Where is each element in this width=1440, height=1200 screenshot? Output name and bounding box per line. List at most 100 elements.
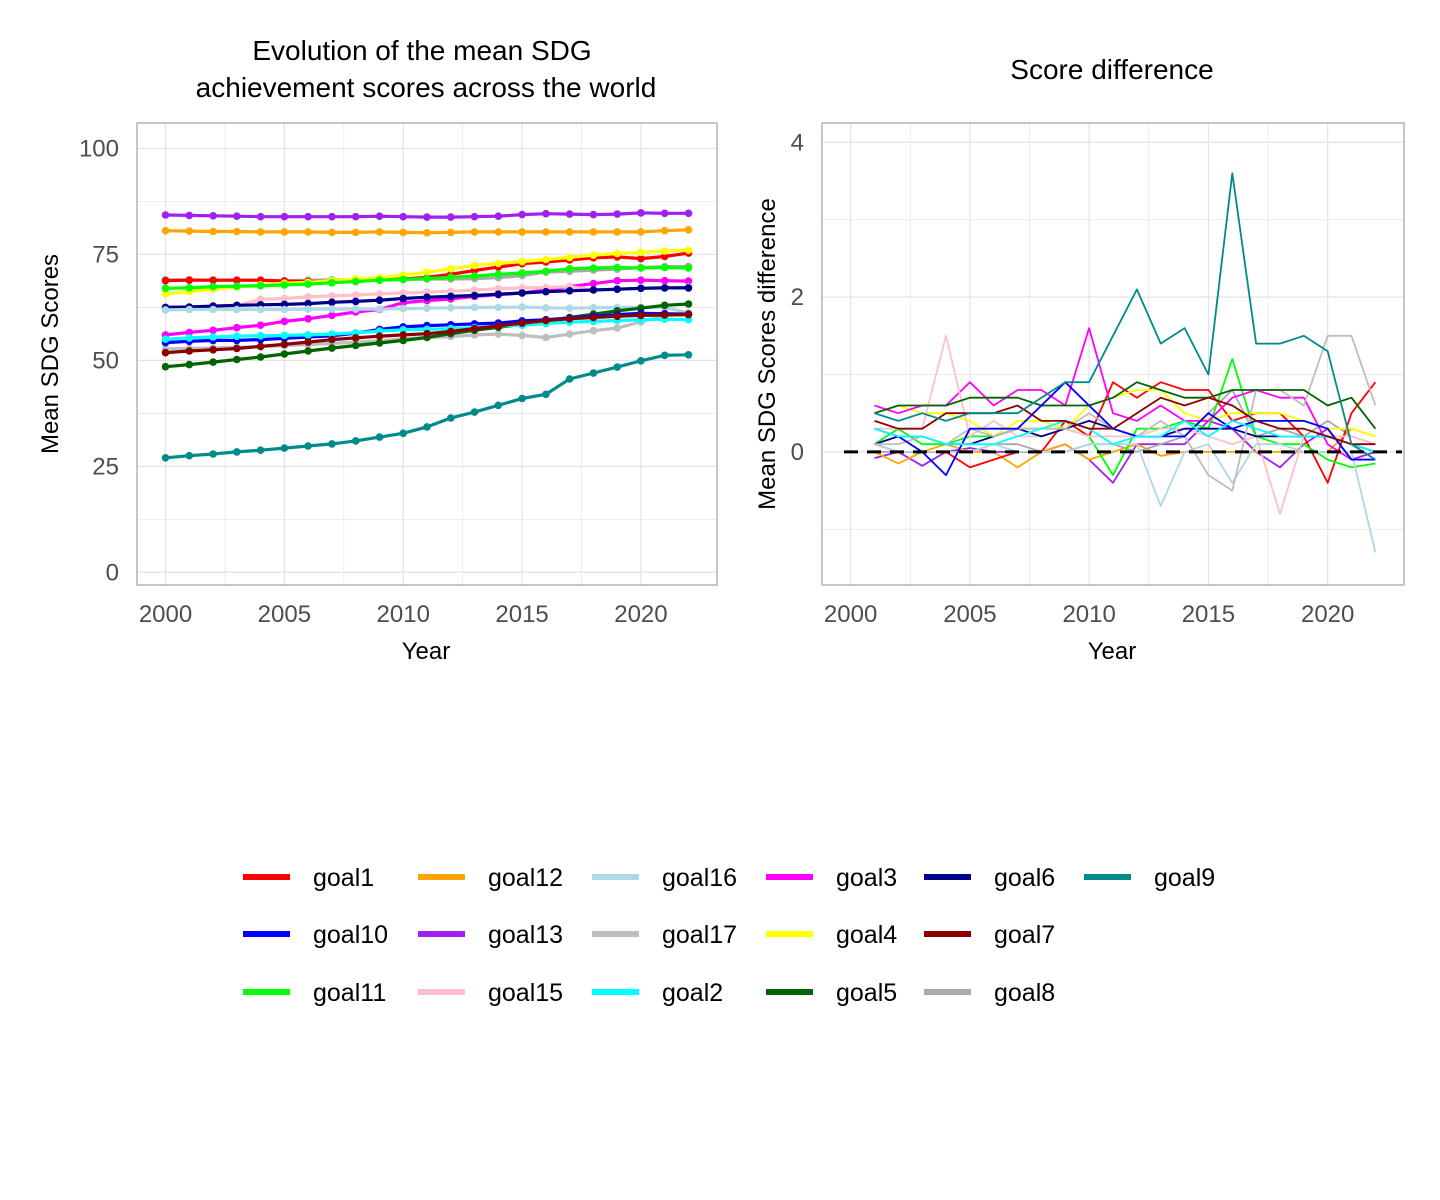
point-goal11 [209,282,217,291]
point-goal13 [399,212,408,221]
point-goal7 [565,315,574,323]
legend-label-goal2: goal2 [662,979,723,1007]
y-tick-label: 4 [791,129,804,156]
point-goal12 [328,228,336,237]
point-goal6 [375,296,384,305]
point-goal12 [518,228,526,236]
x-tick-label: 2015 [495,601,548,628]
x-tick-label: 2020 [614,601,667,628]
point-goal3 [613,276,621,285]
point-goal13 [328,212,336,221]
point-goal3 [233,323,241,332]
point-goal2 [161,335,170,344]
point-goal16 [589,304,598,312]
point-goal16 [565,304,574,313]
point-goal16 [280,305,289,314]
point-goal13 [684,209,693,218]
point-goal4 [613,249,621,258]
point-goal9 [494,401,503,410]
point-goal2 [209,333,217,341]
point-goal6 [518,289,526,297]
point-goal16 [375,305,384,313]
series-group [161,209,693,462]
y-tick-label: 25 [92,453,119,480]
point-goal6 [565,287,574,295]
point-goal3 [328,311,336,320]
point-goal17 [494,330,503,338]
point-goal7 [209,346,217,354]
point-goal11 [280,281,289,289]
point-goal1 [209,276,217,285]
point-goal9 [447,414,455,422]
point-goal15 [470,286,479,294]
point-goal13 [209,212,217,220]
point-goal11 [518,269,526,277]
point-goal7 [518,319,526,327]
series-line-goal7 [874,396,1376,446]
point-goal6 [423,293,431,302]
point-goal11 [256,282,265,290]
point-goal7 [185,347,194,355]
point-goal9 [280,444,289,452]
legend-label-goal7: goal7 [994,921,1055,949]
point-goal5 [233,355,241,364]
point-goal11 [161,284,170,293]
point-goal7 [494,322,503,330]
y-tick-label: 75 [92,241,119,268]
point-goal16 [161,306,170,314]
point-goal2 [185,334,194,342]
series-line-goal9 [874,172,1376,461]
point-goal5 [209,358,217,366]
legend-label-goal12: goal12 [488,864,563,892]
point-goal9 [304,442,312,450]
series-group [874,172,1377,553]
legend-label-goal10: goal10 [313,921,388,949]
legend-label-goal13: goal13 [488,921,563,949]
point-goal9 [161,454,170,462]
point-goal3 [660,276,669,285]
point-goal7 [589,313,598,322]
point-goal7 [304,338,312,346]
point-goal9 [375,433,384,441]
point-goal7 [161,348,170,357]
point-goal6 [589,286,598,294]
point-goal7 [660,311,669,319]
point-goal7 [542,316,550,325]
point-goal12 [304,228,312,236]
point-goal5 [280,350,289,358]
point-goal12 [161,226,170,235]
series-line-goal5 [874,381,1377,430]
point-goal9 [613,363,621,371]
point-goal11 [494,270,503,279]
point-goal9 [637,357,645,365]
point-goal11 [351,277,360,286]
point-goal12 [351,228,360,237]
point-goal9 [209,450,217,458]
point-goal13 [375,212,384,220]
point-goal13 [256,212,265,221]
legend-label-goal3: goal3 [836,864,897,892]
point-goal9 [185,451,194,460]
y-tick-label: 0 [106,559,119,586]
chart-title: Score difference [1010,54,1213,85]
point-goal9 [423,423,431,431]
chart-title-line-1: Evolution of the mean SDG [252,35,591,66]
x-axis-label: Year [402,638,451,665]
point-goal2 [304,331,312,339]
point-goal13 [589,210,598,219]
point-goal13 [161,211,170,219]
point-goal9 [589,369,598,377]
point-goal3 [185,328,194,337]
point-goal4 [565,253,574,262]
plot-border [136,122,718,586]
legend-label-goal5: goal5 [836,979,897,1007]
series-line-goal15 [874,334,1376,515]
x-tick-label: 2000 [824,601,877,628]
legend-label-goal17: goal17 [662,921,737,949]
point-goal4 [518,257,526,266]
point-goal16 [351,305,360,313]
legend-label-goal16: goal16 [662,864,737,892]
point-goal6 [637,284,645,293]
point-goal5 [161,362,170,371]
point-goal16 [209,305,217,314]
